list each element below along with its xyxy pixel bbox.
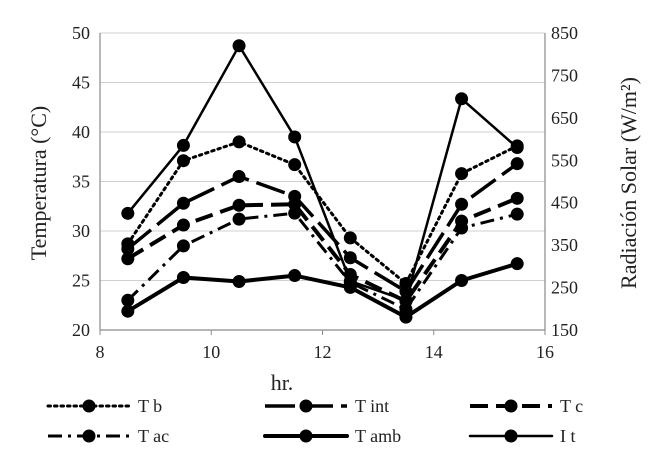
y2-tick-label: 650 xyxy=(551,108,578,128)
data-point xyxy=(121,206,135,220)
legend-marker xyxy=(82,429,96,443)
legend-item: T amb xyxy=(263,426,401,446)
data-point xyxy=(455,274,469,287)
legend-label: I t xyxy=(560,426,576,446)
legend: T b T int T c T ac T amb I t xyxy=(46,396,583,446)
x-tick-label: 12 xyxy=(314,342,332,362)
series-line xyxy=(126,162,519,294)
data-point xyxy=(455,167,469,181)
y2-tick-label: 350 xyxy=(551,235,578,255)
y2-tick-label: 750 xyxy=(551,65,578,85)
tick-labels: 20 25 30 35 40 45 50 150 250 350 450 550 650 750 850 8 1… xyxy=(72,23,578,362)
data-point xyxy=(288,130,302,144)
data-point xyxy=(455,92,469,106)
x-tick-label: 16 xyxy=(536,342,554,362)
legend-item: T int xyxy=(265,396,389,416)
y-tick-label: 30 xyxy=(72,221,90,241)
data-point xyxy=(510,157,524,171)
data-point xyxy=(343,251,357,265)
legend-marker xyxy=(504,399,518,413)
data-point xyxy=(232,135,246,149)
data-point xyxy=(455,221,469,235)
y-tick-label: 40 xyxy=(72,122,90,142)
legend-label: T b xyxy=(138,396,162,416)
series-t-amb xyxy=(121,257,524,324)
legend-label: T int xyxy=(355,396,389,416)
y2-tick-label: 250 xyxy=(551,278,578,298)
data-point xyxy=(121,293,135,307)
data-point xyxy=(121,304,135,318)
legend-marker xyxy=(299,429,313,443)
legend-label: T amb xyxy=(355,426,401,446)
y2-tick-label: 150 xyxy=(551,320,578,340)
data-point xyxy=(399,310,413,324)
y-tick-label: 20 xyxy=(72,320,90,340)
series-line xyxy=(125,261,520,320)
data-point xyxy=(176,271,190,285)
y2-tick-label: 850 xyxy=(551,23,578,43)
y2-axis-title: Radiación Solar (W/m²) xyxy=(616,77,641,289)
y2-tick-label: 550 xyxy=(551,150,578,170)
x-tick-label: 14 xyxy=(425,342,443,362)
data-point xyxy=(232,39,246,53)
data-point xyxy=(288,197,302,211)
series-t-b xyxy=(121,135,524,290)
data-point xyxy=(232,274,246,288)
y-tick-label: 35 xyxy=(72,172,90,192)
data-point xyxy=(176,239,190,253)
data-point xyxy=(232,170,246,184)
x-tick-label: 10 xyxy=(202,342,220,362)
legend-item: I t xyxy=(468,426,576,446)
data-point xyxy=(343,231,357,245)
legend-item: T c xyxy=(470,396,583,416)
series-line xyxy=(126,140,519,285)
data-point xyxy=(176,218,190,232)
data-point xyxy=(399,293,413,307)
data-point xyxy=(510,191,524,205)
data-point xyxy=(121,252,135,266)
legend-label: T ac xyxy=(138,426,169,446)
data-point xyxy=(288,269,302,283)
y-axis-title: Temperatura (°C) xyxy=(26,106,51,260)
data-point xyxy=(232,198,246,212)
series-line xyxy=(126,196,518,304)
data-point xyxy=(176,196,190,210)
data-point xyxy=(455,197,469,211)
legend-marker xyxy=(82,399,96,413)
data-point xyxy=(232,212,246,226)
data-point xyxy=(121,242,135,256)
data-point xyxy=(510,257,524,271)
x-tick-label: 8 xyxy=(96,342,105,362)
y2-tick-label: 450 xyxy=(551,193,578,213)
data-point xyxy=(343,274,357,288)
data-point xyxy=(510,141,524,155)
series-i-t xyxy=(121,39,524,307)
x-axis-title: hr. xyxy=(271,370,294,395)
data-point xyxy=(510,207,524,221)
data-point xyxy=(288,206,302,220)
axes xyxy=(99,33,546,335)
legend-label: T c xyxy=(560,396,583,416)
series-layer xyxy=(121,39,524,324)
series-line xyxy=(126,44,519,302)
y-tick-label: 45 xyxy=(72,73,90,93)
legend-marker xyxy=(504,429,518,443)
y-tick-label: 25 xyxy=(72,271,90,291)
y-tick-label: 50 xyxy=(72,23,90,43)
legend-item: T ac xyxy=(48,426,169,446)
series-line xyxy=(126,211,518,311)
legend-item: T b xyxy=(46,396,162,416)
data-point xyxy=(176,138,190,152)
data-point xyxy=(288,158,302,172)
data-point xyxy=(176,154,190,168)
legend-marker xyxy=(299,399,313,413)
